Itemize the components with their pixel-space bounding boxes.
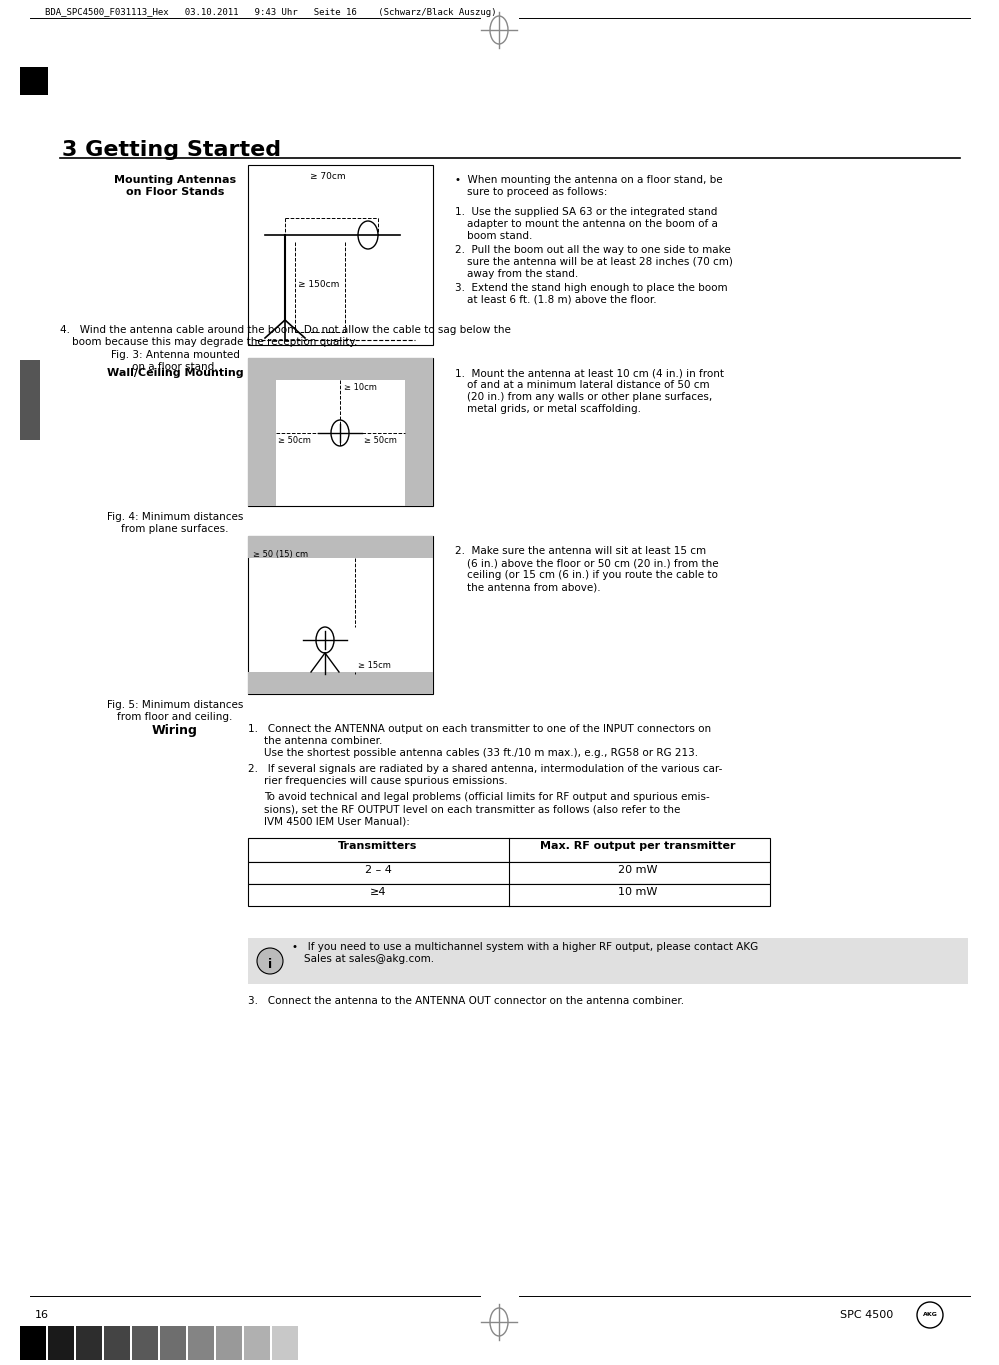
Text: sure the antenna will be at least 28 inches (70 cm): sure the antenna will be at least 28 inc… — [467, 257, 733, 268]
Text: sions), set the RF OUTPUT level on each transmitter as follows (also refer to th: sions), set the RF OUTPUT level on each … — [264, 804, 680, 814]
Text: IVM 4500 IEM User Manual):: IVM 4500 IEM User Manual): — [264, 816, 410, 826]
Bar — [248, 536, 433, 558]
Text: •  When mounting the antenna on a floor stand, be: • When mounting the antenna on a floor s… — [455, 175, 722, 186]
Bar — [160, 1325, 186, 1360]
Bar — [216, 1325, 242, 1360]
Text: the antenna from above).: the antenna from above). — [467, 581, 600, 592]
Text: adapter to mount the antenna on the boom of a: adapter to mount the antenna on the boom… — [467, 218, 718, 229]
Text: •   If you need to use a multichannel system with a higher RF output, please con: • If you need to use a multichannel syst… — [292, 942, 758, 951]
Bar — [20, 1325, 46, 1360]
Text: rier frequencies will cause spurious emissions.: rier frequencies will cause spurious emi… — [264, 775, 507, 786]
Bar — [244, 1325, 270, 1360]
Text: 10 mW: 10 mW — [618, 887, 657, 897]
Bar — [248, 938, 968, 984]
Bar — [272, 1325, 298, 1360]
Text: ≥ 10cm: ≥ 10cm — [344, 384, 377, 392]
Text: sure to proceed as follows:: sure to proceed as follows: — [467, 187, 607, 197]
Text: Fig. 5: Minimum distances
from floor and ceiling.: Fig. 5: Minimum distances from floor and… — [107, 700, 243, 722]
Bar — [248, 165, 433, 345]
Bar — [248, 863, 770, 885]
Text: 3.   Connect the antenna to the ANTENNA OUT connector on the antenna combiner.: 3. Connect the antenna to the ANTENNA OU… — [248, 996, 684, 1006]
Text: the antenna combiner.: the antenna combiner. — [264, 736, 383, 747]
Text: Max. RF output per transmitter: Max. RF output per transmitter — [540, 841, 735, 850]
Text: 2 – 4: 2 – 4 — [365, 865, 392, 875]
Text: 4.   Wind the antenna cable around the boom. Do not allow the cable to sag below: 4. Wind the antenna cable around the boo… — [60, 325, 510, 334]
Text: ≥ 50 (15) cm: ≥ 50 (15) cm — [253, 550, 308, 560]
Bar — [20, 67, 48, 96]
Text: To avoid technical and legal problems (official limits for RF output and spuriou: To avoid technical and legal problems (o… — [264, 792, 709, 803]
Text: 1.  Use the supplied SA 63 or the integrated stand: 1. Use the supplied SA 63 or the integra… — [455, 207, 717, 217]
Text: SPC 4500: SPC 4500 — [840, 1310, 893, 1320]
Text: 3 Getting Started: 3 Getting Started — [62, 141, 281, 160]
Bar — [248, 672, 433, 693]
Text: 16: 16 — [35, 1310, 49, 1320]
Text: ceiling (or 15 cm (6 in.) if you route the cable to: ceiling (or 15 cm (6 in.) if you route t… — [467, 571, 718, 580]
Bar — [48, 1325, 74, 1360]
Text: 2.  Make sure the antenna will sit at least 15 cm: 2. Make sure the antenna will sit at lea… — [455, 546, 706, 556]
Text: (6 in.) above the floor or 50 cm (20 in.) from the: (6 in.) above the floor or 50 cm (20 in.… — [467, 558, 718, 568]
Text: away from the stand.: away from the stand. — [467, 269, 578, 278]
Text: ≥ 150cm: ≥ 150cm — [298, 280, 340, 289]
Text: Sales at sales@akg.com.: Sales at sales@akg.com. — [304, 954, 435, 964]
Bar — [248, 358, 433, 506]
Text: 2.  Pull the boom out all the way to one side to make: 2. Pull the boom out all the way to one … — [455, 244, 730, 255]
Text: ≥ 50cm: ≥ 50cm — [364, 435, 397, 445]
Circle shape — [257, 949, 283, 975]
Text: Mounting Antennas
on Floor Stands: Mounting Antennas on Floor Stands — [114, 175, 236, 197]
Bar — [248, 358, 433, 379]
Bar — [248, 536, 433, 693]
Text: 1.  Mount the antenna at least 10 cm (4 in.) in front: 1. Mount the antenna at least 10 cm (4 i… — [455, 369, 724, 378]
Bar — [104, 1325, 130, 1360]
Text: boom because this may degrade the reception quality.: boom because this may degrade the recept… — [72, 337, 358, 347]
Text: ≥4: ≥4 — [370, 887, 387, 897]
Text: Fig. 4: Minimum distances
from plane surfaces.: Fig. 4: Minimum distances from plane sur… — [107, 512, 243, 534]
Text: Transmitters: Transmitters — [339, 841, 418, 850]
Text: BDA_SPC4500_F031113_Hex   03.10.2011   9:43 Uhr   Seite 16    (Schwarz/Black Aus: BDA_SPC4500_F031113_Hex 03.10.2011 9:43 … — [45, 8, 497, 16]
Text: ≥ 50cm: ≥ 50cm — [278, 435, 311, 445]
Circle shape — [917, 1302, 943, 1328]
Text: at least 6 ft. (1.8 m) above the floor.: at least 6 ft. (1.8 m) above the floor. — [467, 295, 656, 304]
Text: Use the shortest possible antenna cables (33 ft./10 m max.), e.g., RG58 or RG 21: Use the shortest possible antenna cables… — [264, 748, 698, 758]
Text: 3.  Extend the stand high enough to place the boom: 3. Extend the stand high enough to place… — [455, 283, 727, 293]
Text: of and at a minimum lateral distance of 50 cm: of and at a minimum lateral distance of … — [467, 379, 709, 390]
Bar — [132, 1325, 158, 1360]
Bar — [188, 1325, 214, 1360]
Bar — [248, 885, 770, 906]
Text: 20 mW: 20 mW — [618, 865, 657, 875]
Bar — [20, 360, 40, 440]
Text: (20 in.) from any walls or other plane surfaces,: (20 in.) from any walls or other plane s… — [467, 392, 712, 403]
Text: boom stand.: boom stand. — [467, 231, 532, 242]
Text: 1.   Connect the ANTENNA output on each transmitter to one of the INPUT connecto: 1. Connect the ANTENNA output on each tr… — [248, 723, 711, 734]
Text: Wiring: Wiring — [152, 723, 198, 737]
Text: i: i — [268, 958, 272, 972]
Bar — [76, 1325, 102, 1360]
Bar — [405, 358, 433, 506]
Text: Wall/Ceiling Mounting: Wall/Ceiling Mounting — [107, 369, 244, 378]
Text: ≥ 70cm: ≥ 70cm — [310, 172, 346, 182]
Text: ≥ 15cm: ≥ 15cm — [358, 661, 391, 670]
Text: AKG: AKG — [922, 1313, 937, 1317]
Bar — [248, 358, 276, 506]
Text: 2.   If several signals are radiated by a shared antenna, intermodulation of the: 2. If several signals are radiated by a … — [248, 764, 722, 774]
Text: metal grids, or metal scaffolding.: metal grids, or metal scaffolding. — [467, 404, 641, 414]
Text: Fig. 3: Antenna mounted
on a floor stand.: Fig. 3: Antenna mounted on a floor stand… — [111, 349, 240, 371]
Bar — [248, 838, 770, 863]
